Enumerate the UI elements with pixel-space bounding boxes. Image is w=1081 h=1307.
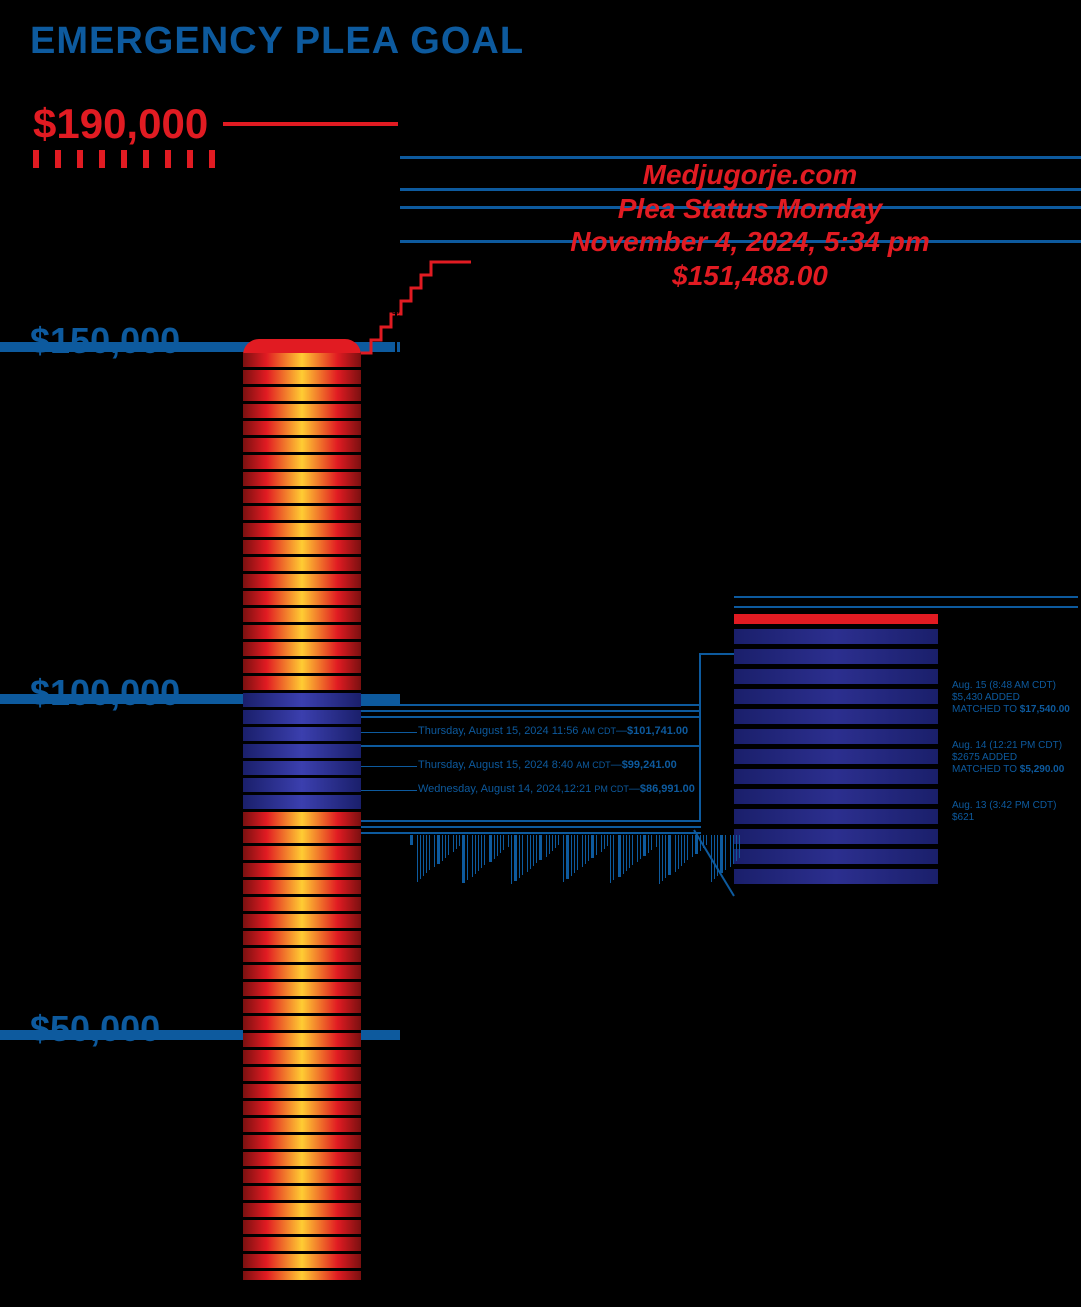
- remaining-label: $38,512 More to Reach the Go: [391, 208, 401, 332]
- status-amount: $151,488.00: [500, 259, 1000, 293]
- match-notes: Aug. 15 (8:48 AM CDT) $5,430 ADDED MATCH…: [952, 680, 1070, 848]
- goal-line: [223, 122, 398, 126]
- thermometer-body: [243, 353, 361, 1280]
- timestamp-callout: Wednesday, August 14, 2024,12:21 PM CDT—…: [418, 783, 695, 795]
- status-line-1: Medjugorje.com: [500, 158, 1000, 192]
- axis-tick-label: $100,000: [30, 672, 180, 714]
- dense-ticks: [410, 835, 870, 875]
- match-note-row: Aug. 14 (12:21 PM CDT) $2675 ADDED MATCH…: [952, 740, 1070, 776]
- match-note-row: Aug. 15 (8:48 AM CDT) $5,430 ADDED MATCH…: [952, 680, 1070, 716]
- status-line-2: Plea Status Monday: [500, 192, 1000, 226]
- timestamp-callout: Thursday, August 15, 2024 8:40 AM CDT—$9…: [418, 759, 677, 771]
- goal-dashes: [33, 150, 231, 173]
- axis-tick-label: $50,000: [30, 1008, 160, 1050]
- timestamp-callout: Thursday, August 15, 2024 11:56 AM CDT—$…: [418, 725, 688, 737]
- thermometer: [243, 353, 361, 1280]
- axis-tick-label: $150,000: [30, 320, 180, 362]
- goal-amount-label: $190,000: [33, 100, 208, 148]
- page-title: EMERGENCY PLEA GOAL: [30, 20, 524, 63]
- status-callout: Medjugorje.com Plea Status Monday Novemb…: [500, 158, 1000, 292]
- match-note-row: Aug. 13 (3:42 PM CDT) $621: [952, 800, 1070, 824]
- status-line-3: November 4, 2024, 5:34 pm: [500, 225, 1000, 259]
